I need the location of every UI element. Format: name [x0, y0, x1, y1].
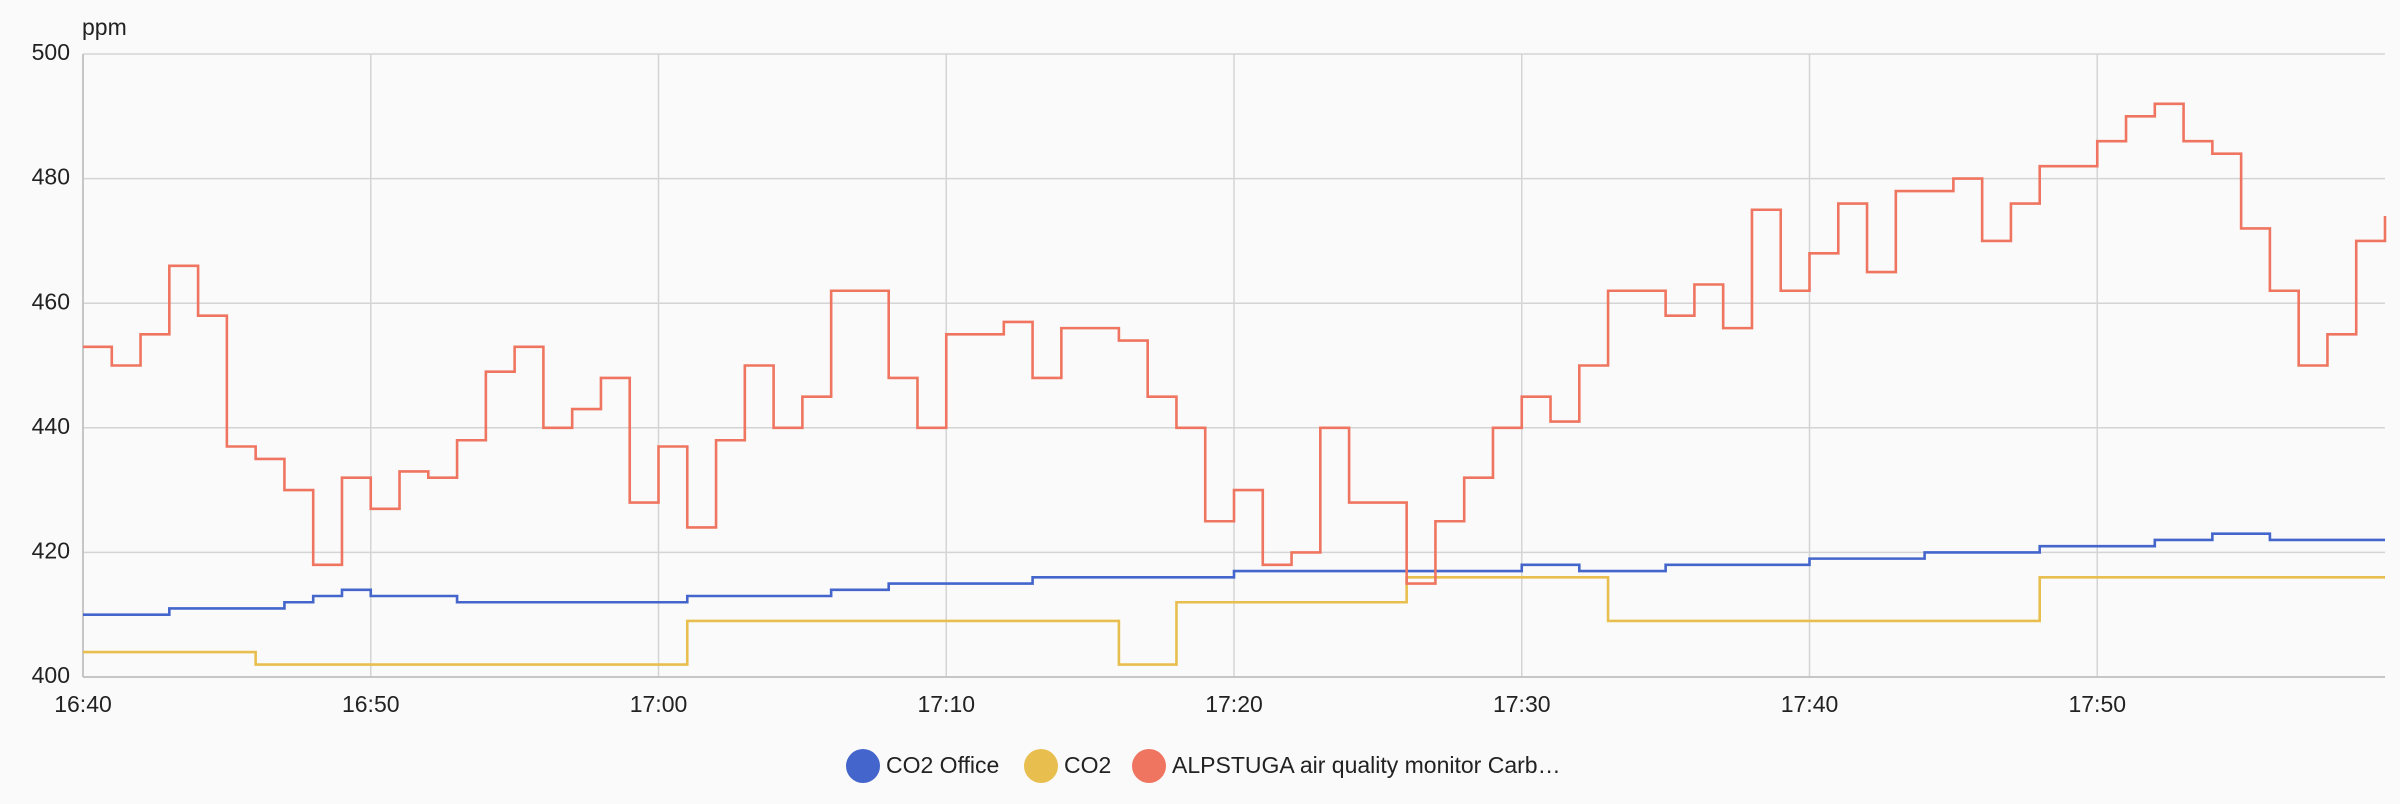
- legend-swatch: [846, 749, 880, 783]
- x-tick-label: 17:00: [630, 691, 688, 717]
- x-tick-label: 17:30: [1493, 691, 1551, 717]
- y-tick-label: 460: [32, 288, 70, 314]
- legend-label: CO2 Office: [886, 752, 999, 778]
- x-tick-label: 16:50: [342, 691, 400, 717]
- x-tick-label: 17:20: [1205, 691, 1263, 717]
- y-tick-label: 440: [32, 413, 70, 439]
- y-tick-label: 500: [32, 39, 70, 65]
- x-tick-label: 16:40: [54, 691, 112, 717]
- legend-label: CO2: [1064, 752, 1111, 778]
- series-line: [83, 532, 2385, 616]
- legend-swatch: [1024, 749, 1058, 783]
- legend-label: ALPSTUGA air quality monitor Carb…: [1172, 752, 1561, 778]
- x-tick-label: 17:40: [1781, 691, 1839, 717]
- legend-swatch: [1132, 749, 1166, 783]
- series-line: [83, 576, 2385, 666]
- y-tick-label: 480: [32, 164, 70, 190]
- x-tick-label: 17:10: [917, 691, 975, 717]
- y-tick-label: 420: [32, 537, 70, 563]
- series-line: [83, 102, 2387, 585]
- x-tick-label: 17:50: [2068, 691, 2126, 717]
- y-axis-label: ppm: [82, 14, 127, 40]
- y-tick-label: 400: [32, 662, 70, 688]
